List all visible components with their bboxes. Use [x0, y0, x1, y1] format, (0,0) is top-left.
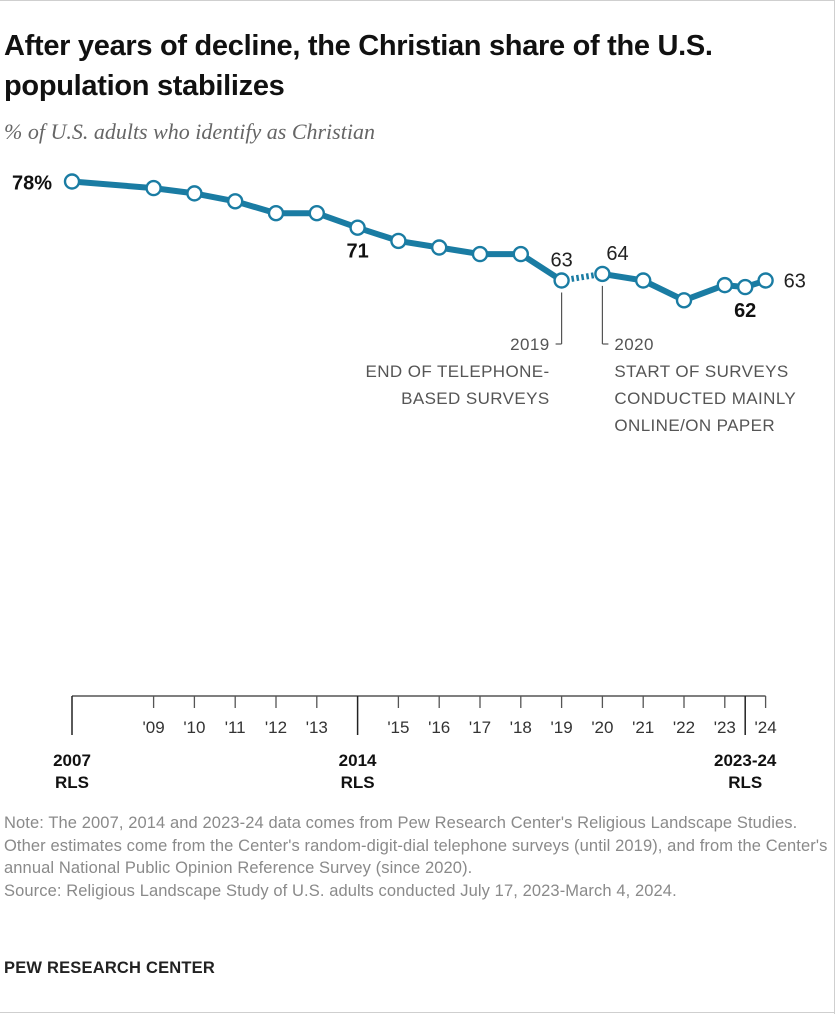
data-point	[431, 239, 448, 256]
annotation-text: BASED SURVEYS	[401, 389, 550, 408]
chart-subtitle: % of U.S. adults who identify as Christi…	[4, 119, 375, 144]
annotation-text: CONDUCTED MAINLY	[614, 389, 796, 408]
annotations: 2019 END OF TELEPHONE- BASED SURVEYS 2020 ST…	[366, 285, 796, 435]
source-text: Source: Religious Landscape Study of U.S…	[4, 881, 677, 900]
annotation-text: 2020	[614, 335, 653, 354]
x-tick-label: '12	[265, 718, 287, 737]
x-axis: 2007 RLS '09 '10 '11 '12 '13 2014 RLS '15 '16 '17 '1…	[53, 695, 777, 792]
data-point	[635, 272, 652, 289]
data-point	[63, 173, 81, 190]
notes: Note: The 2007, 2014 and 2023-24 data co…	[4, 812, 829, 902]
x-tick-label-major: 2014	[339, 751, 377, 770]
data-label: 64	[606, 243, 628, 265]
data-point	[308, 204, 325, 222]
data-label: 62	[734, 300, 756, 322]
x-tick-label: '17	[469, 718, 491, 737]
x-tick-label: '19	[551, 718, 573, 737]
x-tick-label: '16	[428, 718, 450, 737]
annotation-text: 2019	[510, 335, 549, 354]
data-point	[186, 185, 203, 202]
data-point	[757, 272, 774, 289]
x-tick-sublabel: RLS	[728, 773, 762, 792]
data-point	[553, 272, 570, 289]
x-tick-label: '11	[225, 718, 246, 737]
frame-bottom-border	[0, 1012, 835, 1013]
annotation-text: END OF TELEPHONE-	[366, 362, 550, 381]
annotation-text: START OF SURVEYS	[614, 362, 788, 381]
org-credit: PEW RESEARCH CENTER	[4, 959, 215, 977]
x-tick-label: '13	[306, 718, 328, 737]
data-points	[63, 173, 774, 309]
data-labels: 78% 71 63 64 62 63	[12, 173, 806, 323]
data-point	[145, 179, 162, 197]
x-tick-label: '18	[510, 718, 532, 737]
annotation-text: ONLINE/ON PAPER	[614, 416, 775, 435]
series-line-telephone	[69, 178, 565, 284]
x-tick-label: '24	[755, 718, 777, 737]
chart-title: After years of decline, the Christian sh…	[4, 30, 713, 102]
x-tick-label: '20	[591, 718, 613, 737]
x-tick-label-major: 2007	[53, 751, 91, 770]
data-point	[512, 245, 529, 263]
x-tick-label-major: 2023-24	[714, 751, 777, 770]
x-tick-label: '10	[183, 718, 205, 737]
data-point	[390, 232, 407, 250]
data-point	[471, 245, 489, 263]
series-line	[69, 178, 769, 304]
data-label: 78%	[12, 173, 52, 195]
data-point	[716, 276, 733, 294]
note-text: Note: The 2007, 2014 and 2023-24 data co…	[4, 814, 828, 877]
data-point	[737, 278, 754, 296]
data-point	[594, 265, 611, 283]
x-tick-label: '23	[714, 718, 736, 737]
x-tick-label: '09	[143, 718, 165, 737]
x-tick-sublabel: RLS	[341, 773, 375, 792]
x-tick-sublabel: RLS	[55, 773, 89, 792]
line-chart: 2007 RLS '09 '10 '11 '12 '13 2014 RLS '15 '16 '17 '1…	[12, 173, 806, 793]
x-tick-label: '22	[673, 718, 695, 737]
data-label: 63	[784, 271, 806, 293]
frame-top-border	[0, 0, 835, 1]
data-label: 71	[346, 241, 368, 263]
data-label: 63	[550, 250, 572, 272]
data-point	[226, 193, 244, 210]
x-tick-label: '21	[632, 718, 654, 737]
x-tick-label: '15	[387, 718, 409, 737]
data-point	[349, 219, 366, 236]
data-point	[267, 204, 285, 222]
data-point	[675, 292, 693, 309]
